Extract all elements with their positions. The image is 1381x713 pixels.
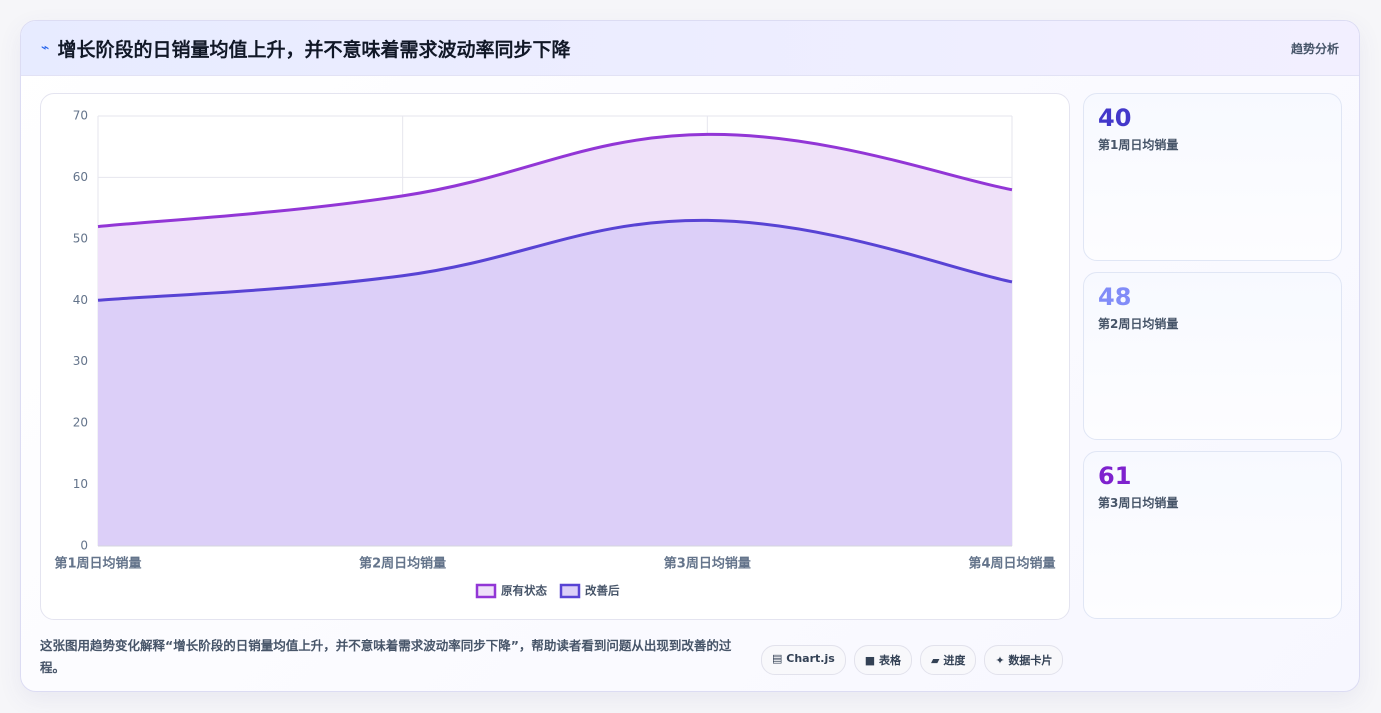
legend-label: 改善后: [585, 584, 620, 598]
header: ⌁ 增长阶段的日销量均值上升，并不意味着需求波动率同步下降 趋势分析: [21, 21, 1359, 76]
y-tick-label: 40: [73, 293, 88, 307]
area-fill: [98, 220, 1012, 547]
y-tick-label: 0: [80, 539, 88, 553]
tag[interactable]: ▤ Chart.js: [761, 645, 846, 675]
footer-text: 这张图用趋势变化解释“增长阶段的日销量均值上升，并不意味着需求波动率同步下降”，…: [40, 638, 732, 675]
chart: 0 10 20 30 40 50 60 70 第1周日均销量 第2周日均销量 第3周日均销量 第4周日…: [54, 109, 1056, 599]
x-tick-label: 第3周日均销量: [664, 556, 751, 572]
y-tick-label: 50: [73, 231, 88, 245]
main-card: ⌁ 增长阶段的日销量均值上升，并不意味着需求波动率同步下降 趋势分析 0 10 20…: [20, 20, 1360, 692]
y-tick-label: 20: [73, 416, 88, 430]
x-tick-label: 第4周日均销量: [968, 556, 1055, 572]
header-tag[interactable]: 趋势分析: [1290, 41, 1339, 56]
legend-label: 原有状态: [501, 584, 547, 598]
tag-label: 进度: [943, 654, 966, 667]
area-line: [97, 218, 1013, 302]
tag[interactable]: ▰ 进度: [920, 645, 977, 675]
tag-icon: ▰: [931, 654, 940, 667]
header-title: 增长阶段的日销量均值上升，并不意味着需求波动率同步下降: [57, 38, 571, 61]
chart-panel: 0 10 20 30 40 50 60 70 第1周日均销量 第2周日均销量 第3周日均销量 第4周日…: [40, 93, 1070, 620]
tag-list: ▤ Chart.js ■ 表格 ▰ 进度 ✦ 数据卡片: [761, 645, 1064, 675]
header-icon: ⌁: [41, 40, 50, 56]
tag-icon: ▤: [772, 652, 783, 665]
tag-icon: ✦: [995, 654, 1005, 667]
tag-label: Chart.js: [786, 652, 835, 665]
stat-card: 48 第2周日均销量: [1083, 272, 1342, 440]
tag[interactable]: ■ 表格: [853, 645, 913, 675]
stat-label: 第1周日均销量: [1098, 138, 1179, 152]
stat-value: 40: [1098, 104, 1132, 132]
stat-card: 61 第3周日均销量: [1083, 451, 1342, 619]
y-tick-label: 30: [73, 354, 88, 368]
x-tick-label: 第1周日均销量: [54, 556, 141, 572]
y-tick-label: 10: [73, 477, 88, 491]
stat-label: 第3周日均销量: [1098, 496, 1179, 510]
area-line: [97, 132, 1013, 229]
tag[interactable]: ✦ 数据卡片: [984, 645, 1064, 675]
stat-card: 40 第1周日均销量: [1083, 93, 1342, 261]
stat-value: 61: [1098, 462, 1132, 490]
stat-value: 48: [1098, 283, 1132, 311]
tag-label: 数据卡片: [1008, 654, 1053, 667]
legend-swatch[interactable]: [559, 583, 581, 599]
y-tick-label: 70: [73, 109, 88, 123]
y-tick-label: 60: [73, 170, 88, 184]
stat-label: 第2周日均销量: [1098, 317, 1179, 331]
tag-icon: ■: [864, 654, 876, 667]
x-tick-label: 第2周日均销量: [359, 556, 446, 572]
tag-label: 表格: [879, 654, 902, 667]
legend-swatch[interactable]: [475, 583, 497, 599]
